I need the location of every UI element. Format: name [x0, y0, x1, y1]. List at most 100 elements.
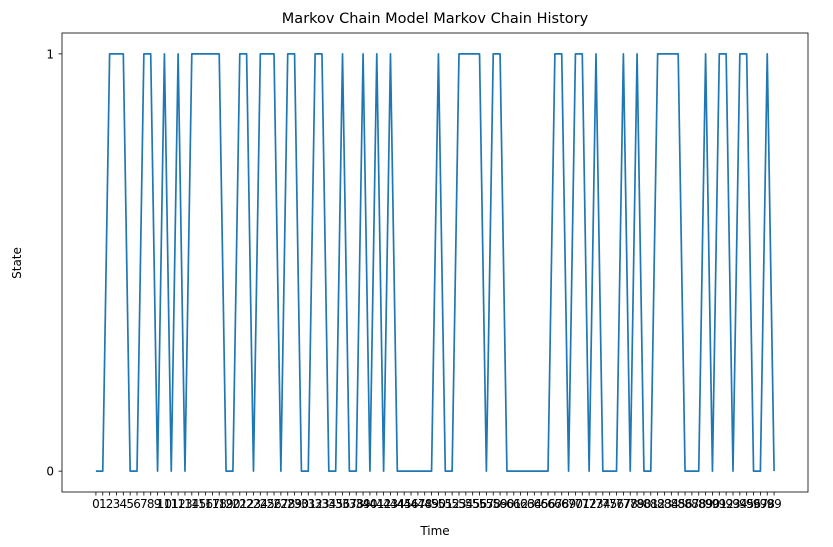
x-tick-label: 62	[513, 497, 528, 511]
x-tick-label: 48	[417, 497, 432, 511]
x-tick-label: 72	[581, 497, 596, 511]
x-tick-label: 80	[636, 497, 651, 511]
x-tick-label: 71	[575, 497, 590, 511]
x-tick-label: 7	[140, 497, 148, 511]
y-axis-title: State	[10, 247, 24, 279]
x-tick-label: 85	[671, 497, 686, 511]
x-tick-label: 97	[753, 497, 768, 511]
x-tick-label: 78	[623, 497, 638, 511]
x-tick-label: 34	[321, 497, 336, 511]
x-tick-label: 74	[595, 497, 610, 511]
x-tick-label: 33	[314, 497, 329, 511]
x-tick-label: 49	[424, 497, 439, 511]
x-tick-label: 69	[561, 497, 576, 511]
x-tick-label: 88	[691, 497, 706, 511]
x-tick-label: 1	[99, 497, 107, 511]
x-tick-label: 89	[698, 497, 713, 511]
x-tick-label: 50	[431, 497, 446, 511]
x-tick-label: 38	[349, 497, 364, 511]
x-tick-label: 81	[643, 497, 658, 511]
x-tick-label: 36	[335, 497, 350, 511]
x-tick-label: 77	[616, 497, 631, 511]
x-tick-label: 22	[239, 497, 254, 511]
x-tick-label: 8	[147, 497, 155, 511]
x-tick-label: 21	[232, 497, 247, 511]
x-tick-label: 70	[568, 497, 583, 511]
x-tick-label: 20	[225, 497, 240, 511]
x-tick-label: 96	[746, 497, 761, 511]
y-tick-label: 1	[46, 47, 54, 61]
x-tick-label: 31	[301, 497, 316, 511]
x-tick-label: 0	[92, 497, 100, 511]
x-tick-label: 91	[712, 497, 727, 511]
x-tick-label: 44	[390, 497, 405, 511]
x-tick-label: 59	[492, 497, 507, 511]
x-tick-label: 94	[732, 497, 747, 511]
x-tick-label: 26	[266, 497, 281, 511]
x-tick-label: 55	[465, 497, 480, 511]
y-tick-label: 0	[46, 465, 54, 479]
x-tick-label: 29	[287, 497, 302, 511]
x-tick-label: 3	[113, 497, 121, 511]
x-tick-label: 35	[328, 497, 343, 511]
x-tick-label: 10	[157, 497, 172, 511]
x-tick-label: 52	[444, 497, 459, 511]
x-axis: 0 1 2 3 4 5 6 7 8 9101112131415161718192021222324…	[92, 492, 782, 511]
x-tick-label: 98	[760, 497, 775, 511]
x-tick-label: 66	[540, 497, 555, 511]
x-tick-label: 16	[198, 497, 213, 511]
x-tick-label: 28	[280, 497, 295, 511]
x-tick-label: 92	[718, 497, 733, 511]
x-tick-label: 57	[479, 497, 494, 511]
x-tick-label: 11	[164, 497, 179, 511]
plot-area	[95, 53, 775, 472]
x-tick-label: 37	[342, 497, 357, 511]
x-tick-label: 42	[376, 497, 391, 511]
x-tick-label: 47	[410, 497, 425, 511]
x-tick-label: 15	[191, 497, 206, 511]
x-tick-label: 95	[739, 497, 754, 511]
x-tick-label: 25	[260, 497, 275, 511]
x-tick-label: 73	[588, 497, 603, 511]
x-axis-title: Time	[419, 524, 449, 538]
x-tick-label: 4	[119, 497, 127, 511]
x-tick-label: 13	[177, 497, 192, 511]
x-tick-label: 24	[253, 497, 268, 511]
x-tick-label: 68	[554, 497, 569, 511]
x-tick-label: 41	[369, 497, 384, 511]
x-tick-label: 6	[133, 497, 141, 511]
x-tick-label: 18	[212, 497, 227, 511]
x-tick-label: 58	[486, 497, 501, 511]
x-tick-label: 9	[154, 497, 162, 511]
x-tick-label: 60	[499, 497, 514, 511]
series-line	[95, 53, 775, 472]
x-tick-label: 30	[294, 497, 309, 511]
x-tick-label: 86	[677, 497, 692, 511]
x-tick-label: 76	[609, 497, 624, 511]
x-tick-label: 67	[547, 497, 562, 511]
x-tick-label: 56	[472, 497, 487, 511]
x-tick-label: 83	[657, 497, 672, 511]
x-tick-label: 63	[520, 497, 535, 511]
x-tick-label: 61	[506, 497, 521, 511]
x-tick-label: 46	[403, 497, 418, 511]
x-tick-label: 64	[527, 497, 542, 511]
x-tick-label: 27	[273, 497, 288, 511]
x-tick-label: 39	[355, 497, 370, 511]
x-tick-label: 45	[397, 497, 412, 511]
x-tick-label: 32	[307, 497, 322, 511]
x-tick-label: 99	[766, 497, 781, 511]
x-tick-label: 82	[650, 497, 665, 511]
x-tick-label: 23	[246, 497, 261, 511]
x-tick-label: 40	[362, 497, 377, 511]
plot-frame	[61, 32, 809, 493]
x-tick-label: 54	[458, 497, 473, 511]
x-tick-label: 65	[534, 497, 549, 511]
x-tick-label: 5	[126, 497, 134, 511]
x-tick-label: 90	[705, 497, 720, 511]
x-tick-label: 84	[664, 497, 679, 511]
x-tick-label: 75	[602, 497, 617, 511]
x-tick-label: 14	[184, 497, 199, 511]
chart-title: Markov Chain Model Markov Chain History	[282, 11, 589, 27]
